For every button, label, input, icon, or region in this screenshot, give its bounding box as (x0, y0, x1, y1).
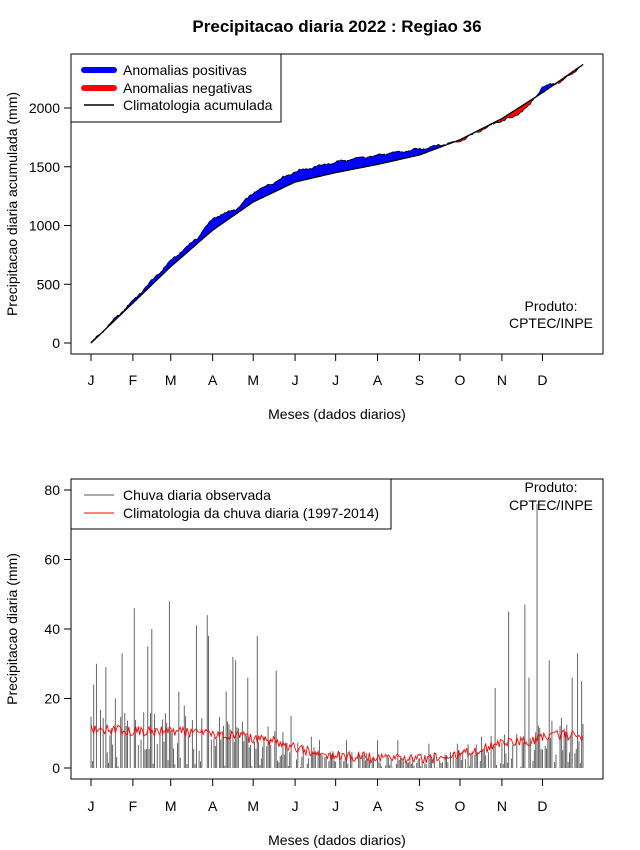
daily-x-tick-label: J (88, 798, 95, 814)
cumulative-x-tick-label: F (129, 372, 138, 388)
cumulative-x-tick-label: O (455, 372, 466, 388)
daily-x-tick-label: J (332, 798, 339, 814)
cumulative-y-tick-label: 1500 (29, 159, 60, 175)
daily-x-tick-label: M (247, 798, 259, 814)
daily-y-tick-label: 80 (44, 482, 60, 498)
daily-x-tick-label: F (129, 798, 138, 814)
daily-y-tick-label: 40 (44, 621, 60, 637)
legend-label-daily-climatology: Climatologia da chuva diaria (1997-2014) (123, 505, 379, 521)
daily-x-tick-label: D (537, 798, 547, 814)
figure-title: Precipitacao diaria 2022 : Regiao 36 (192, 17, 481, 36)
credit-label: Produto: (525, 298, 578, 314)
daily-y-label: Precipitacao diaria (mm) (4, 553, 20, 705)
cumulative-x-tick-label: J (332, 372, 339, 388)
cumulative-y-axis: 0 500 1000 1500 2000 (29, 100, 72, 351)
cumulative-y-label: Precipitacao diaria acumulada (mm) (4, 92, 20, 316)
cumulative-y-tick-label: 2000 (29, 100, 60, 116)
legend-label-observed: Chuva diaria observada (123, 487, 271, 503)
climatology-cumulative-line (90, 63, 584, 344)
daily-x-tick-label: M (165, 798, 177, 814)
cumulative-x-tick-label: S (415, 372, 424, 388)
credit-source: CPTEC/INPE (509, 315, 593, 331)
daily-y-tick-label: 0 (52, 760, 60, 776)
credit-source: CPTEC/INPE (509, 497, 593, 513)
cumulative-y-tick-label: 500 (37, 276, 61, 292)
daily-climatology-line (90, 724, 584, 766)
cumulative-x-tick-label: D (537, 372, 547, 388)
daily-marks (90, 503, 584, 768)
daily-x-tick-label: J (292, 798, 299, 814)
cumulative-marks (90, 63, 584, 344)
cumulative-x-tick-label: M (247, 372, 259, 388)
daily-x-tick-label: N (497, 798, 507, 814)
legend-label-negative: Anomalias negativas (123, 80, 252, 96)
cumulative-x-tick-label: J (292, 372, 299, 388)
daily-y-tick-label: 20 (44, 691, 60, 707)
cumulative-x-tick-label: N (497, 372, 507, 388)
observed-cumulative-line (90, 63, 584, 343)
cumulative-x-label: Meses (dados diarios) (268, 406, 406, 422)
daily-x-tick-label: O (455, 798, 466, 814)
credit-label: Produto: (525, 479, 578, 495)
cumulative-y-tick-label: 1000 (29, 218, 60, 234)
daily-x-tick-label: A (373, 798, 383, 814)
cumulative-x-tick-label: M (165, 372, 177, 388)
daily-y-axis: 0 20 40 60 80 (44, 482, 72, 776)
cumulative-x-tick-label: J (88, 372, 95, 388)
daily-x-label: Meses (dados diarios) (268, 832, 406, 848)
daily-x-tick-label: S (415, 798, 424, 814)
daily-legend-box (70, 478, 392, 530)
legend-label-positive: Anomalias positivas (123, 62, 247, 78)
daily-legend: Chuva diaria observada Climatologia da c… (70, 478, 392, 530)
cumulative-chart: 0 500 1000 1500 2000 J F M A M J J A S O N D Precipitac… (4, 53, 604, 422)
legend-label-climatology: Climatologia acumulada (123, 97, 273, 113)
cumulative-x-tick-label: A (208, 372, 218, 388)
positive-anomaly-area (104, 141, 455, 331)
cumulative-legend: Anomalias positivas Anomalias negativas … (70, 53, 282, 123)
daily-y-tick-label: 60 (44, 552, 60, 568)
cumulative-y-tick-label: 0 (52, 335, 60, 351)
cumulative-x-tick-label: A (373, 372, 383, 388)
daily-chart: 0 20 40 60 80 J F M A M J J A S O N D Precipitacao diar… (4, 478, 604, 848)
daily-x-tick-label: A (208, 798, 218, 814)
cumulative-legend-box (70, 53, 282, 123)
